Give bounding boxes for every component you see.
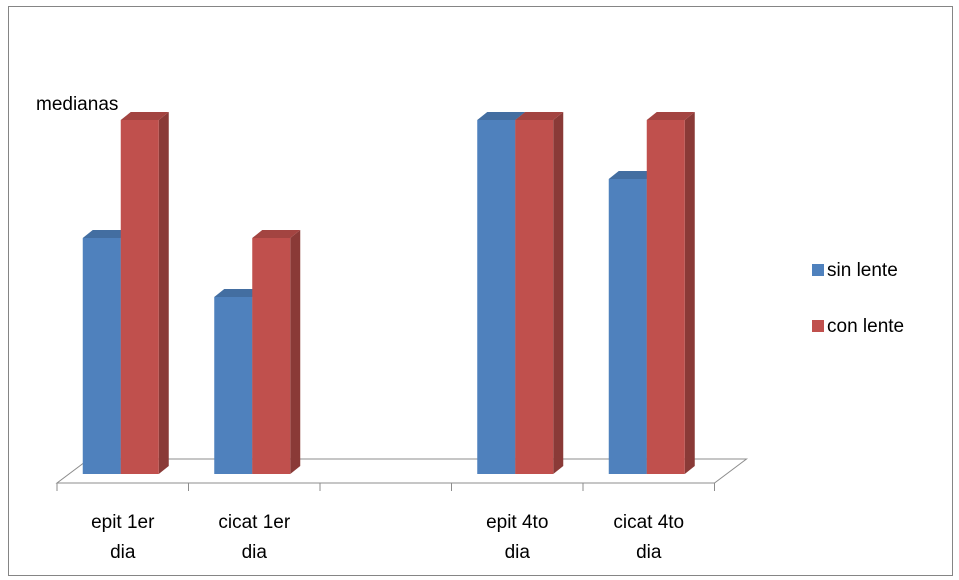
- bar-front-face: [82, 238, 121, 474]
- x-tick-label: epit 4to dia: [486, 512, 548, 563]
- bar-front-face: [214, 297, 253, 474]
- legend-swatch: [812, 264, 824, 276]
- x-axis: epit 1er dia cicat 1er dia epit 4to dia cicat …: [56, 483, 715, 563]
- bar-top-face: [608, 171, 657, 179]
- bars-group: [82, 112, 695, 474]
- legend: sin lente con lente: [812, 260, 904, 337]
- bar-top-face: [477, 112, 526, 120]
- x-tick-label: epit 1er dia: [91, 512, 155, 563]
- x-tick-label: cicat 4to dia: [613, 512, 684, 563]
- legend-label: con lente: [827, 316, 904, 337]
- bar-top-face: [214, 289, 263, 297]
- bar-con-lente: [646, 112, 695, 474]
- bar-front-face: [608, 179, 647, 474]
- bar-front-face: [646, 120, 685, 474]
- bar-top-face: [252, 230, 301, 238]
- bar-top-face: [82, 230, 131, 238]
- bar-front-face: [120, 120, 159, 474]
- bar-con-lente: [120, 112, 169, 474]
- bar-side-face: [290, 230, 301, 474]
- bar-side-face: [553, 112, 564, 474]
- x-tick-label: cicat 1er dia: [218, 512, 290, 563]
- bar-top-face: [515, 112, 564, 120]
- bar-con-lente: [515, 112, 564, 474]
- legend-label: sin lente: [827, 260, 898, 281]
- bar-side-face: [684, 112, 695, 474]
- bar-top-face: [646, 112, 695, 120]
- bar-con-lente: [252, 230, 301, 474]
- chart-title: medianas: [36, 94, 118, 115]
- bar-front-face: [477, 120, 516, 474]
- bar-front-face: [252, 238, 291, 474]
- bar-top-face: [120, 112, 169, 120]
- bar-side-face: [158, 112, 169, 474]
- bar-front-face: [515, 120, 554, 474]
- legend-swatch: [812, 320, 824, 332]
